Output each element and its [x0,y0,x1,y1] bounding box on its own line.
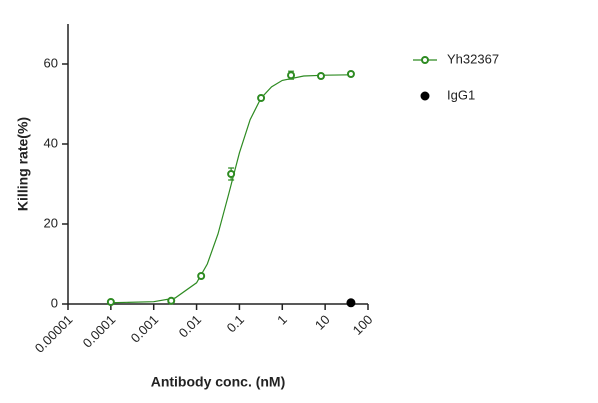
y-tick-label: 60 [44,55,58,70]
fit-curve [110,74,351,304]
data-point [106,298,115,306]
x-tick-label: 0.00001 [32,312,76,356]
y-tick-label: 40 [44,135,58,150]
y-tick-label: 20 [44,215,58,230]
y-axis-label: Killing rate(%) [15,117,31,211]
x-tick-label: 0.01 [176,312,205,341]
x-tick-label: 1 [274,312,290,328]
data-point [257,94,266,102]
x-tick-label: 0.001 [128,312,162,346]
legend-marker [421,56,429,64]
x-axis-label: Antibody conc. (nM) [151,374,286,390]
legend-marker [420,91,430,101]
data-point [167,296,176,305]
y-tick-label: 0 [51,295,58,310]
data-point [346,298,356,308]
x-tick-label: 0.1 [224,312,247,335]
x-tick-label: 10 [312,312,333,333]
data-point [346,70,355,78]
legend-label: IgG1 [447,87,475,102]
x-tick-label: 0.0001 [80,312,119,351]
data-point [287,71,296,80]
data-point [197,272,206,280]
data-point [227,170,236,178]
x-tick-label: 100 [350,312,376,338]
legend-label: Yh32367 [447,51,499,66]
data-point [316,72,325,80]
